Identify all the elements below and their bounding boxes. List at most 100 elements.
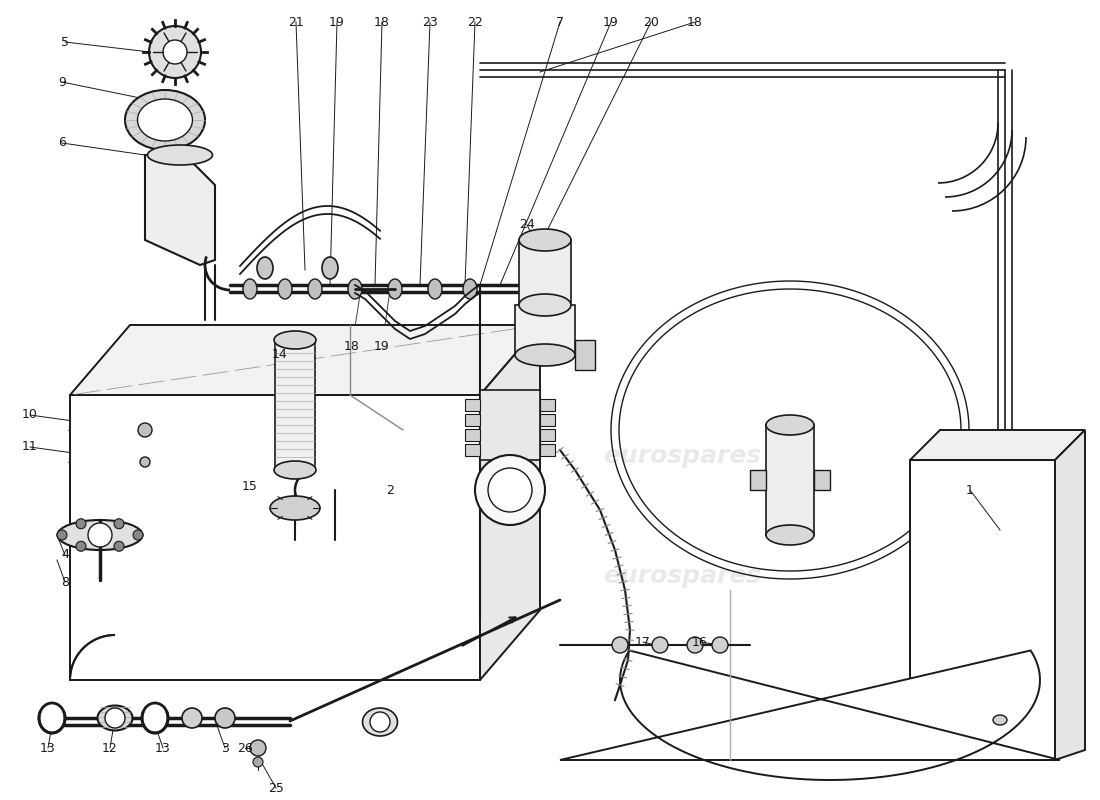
Text: 8: 8: [60, 575, 69, 589]
Ellipse shape: [278, 279, 292, 299]
Bar: [515, 305, 575, 355]
Text: 24: 24: [519, 218, 535, 231]
Ellipse shape: [348, 279, 362, 299]
Bar: [465, 414, 480, 426]
Text: 20: 20: [644, 15, 659, 29]
Ellipse shape: [519, 229, 571, 251]
Ellipse shape: [993, 715, 1007, 725]
Text: 14: 14: [272, 349, 288, 362]
Polygon shape: [480, 325, 540, 680]
Circle shape: [57, 530, 67, 540]
Text: 1: 1: [966, 483, 974, 497]
Ellipse shape: [98, 706, 132, 730]
Text: eurospares: eurospares: [163, 444, 321, 468]
Bar: [465, 444, 480, 456]
Text: 22: 22: [468, 15, 483, 29]
Text: 7: 7: [556, 15, 564, 29]
Text: 13: 13: [40, 742, 56, 754]
Bar: [540, 429, 556, 441]
Circle shape: [250, 740, 266, 756]
Circle shape: [76, 542, 86, 551]
Text: eurospares: eurospares: [163, 564, 321, 588]
Ellipse shape: [308, 279, 322, 299]
Circle shape: [104, 708, 125, 728]
Ellipse shape: [214, 708, 235, 728]
Ellipse shape: [147, 145, 212, 165]
Ellipse shape: [766, 415, 814, 435]
Text: 15: 15: [242, 479, 257, 493]
Bar: [766, 425, 814, 535]
Text: 21: 21: [288, 15, 304, 29]
Bar: [465, 429, 480, 441]
Ellipse shape: [652, 637, 668, 653]
Bar: [750, 470, 766, 490]
Circle shape: [475, 455, 544, 525]
Text: 10: 10: [22, 409, 37, 422]
Circle shape: [140, 457, 150, 467]
Polygon shape: [560, 650, 1060, 780]
Ellipse shape: [515, 344, 575, 366]
Ellipse shape: [57, 520, 143, 550]
Bar: [465, 399, 480, 411]
Ellipse shape: [39, 703, 65, 733]
Text: 5: 5: [60, 35, 69, 49]
Text: 12: 12: [102, 742, 118, 754]
Circle shape: [114, 542, 124, 551]
Ellipse shape: [766, 525, 814, 545]
Ellipse shape: [463, 279, 477, 299]
Text: 18: 18: [688, 15, 703, 29]
Ellipse shape: [182, 708, 202, 728]
Ellipse shape: [274, 461, 316, 479]
Ellipse shape: [125, 90, 205, 150]
Text: 19: 19: [329, 15, 345, 29]
Ellipse shape: [322, 257, 338, 279]
Polygon shape: [70, 395, 480, 680]
Bar: [275, 340, 315, 470]
Circle shape: [88, 523, 112, 547]
Polygon shape: [910, 430, 1085, 460]
Circle shape: [138, 423, 152, 437]
Text: 9: 9: [58, 75, 66, 89]
Ellipse shape: [274, 331, 316, 349]
Text: 4: 4: [62, 549, 69, 562]
Ellipse shape: [270, 496, 320, 520]
Bar: [575, 340, 595, 370]
Bar: [480, 390, 540, 460]
Text: 19: 19: [374, 339, 389, 353]
Circle shape: [163, 40, 187, 64]
Circle shape: [148, 26, 201, 78]
Ellipse shape: [363, 708, 397, 736]
Polygon shape: [145, 155, 214, 265]
Polygon shape: [910, 460, 1055, 760]
Ellipse shape: [612, 637, 628, 653]
Circle shape: [488, 468, 532, 512]
Polygon shape: [70, 325, 540, 395]
Circle shape: [253, 757, 263, 767]
Bar: [540, 414, 556, 426]
Text: 23: 23: [422, 15, 438, 29]
Ellipse shape: [142, 703, 168, 733]
Bar: [540, 399, 556, 411]
Circle shape: [370, 712, 390, 732]
Bar: [540, 444, 556, 456]
Ellipse shape: [428, 279, 442, 299]
Text: 3: 3: [221, 742, 229, 754]
Polygon shape: [1055, 430, 1085, 760]
Ellipse shape: [257, 257, 273, 279]
Ellipse shape: [138, 99, 192, 141]
Ellipse shape: [519, 294, 571, 316]
Text: eurospares: eurospares: [603, 444, 761, 468]
Circle shape: [133, 530, 143, 540]
Text: 26: 26: [238, 742, 253, 754]
Text: 18: 18: [374, 15, 389, 29]
Text: 16: 16: [692, 635, 708, 649]
Ellipse shape: [388, 279, 401, 299]
Text: eurospares: eurospares: [603, 564, 761, 588]
Text: 6: 6: [58, 137, 66, 150]
Circle shape: [114, 518, 124, 529]
Ellipse shape: [688, 637, 703, 653]
Text: 17: 17: [635, 635, 651, 649]
Ellipse shape: [243, 279, 257, 299]
Ellipse shape: [712, 637, 728, 653]
Text: 25: 25: [268, 782, 284, 794]
